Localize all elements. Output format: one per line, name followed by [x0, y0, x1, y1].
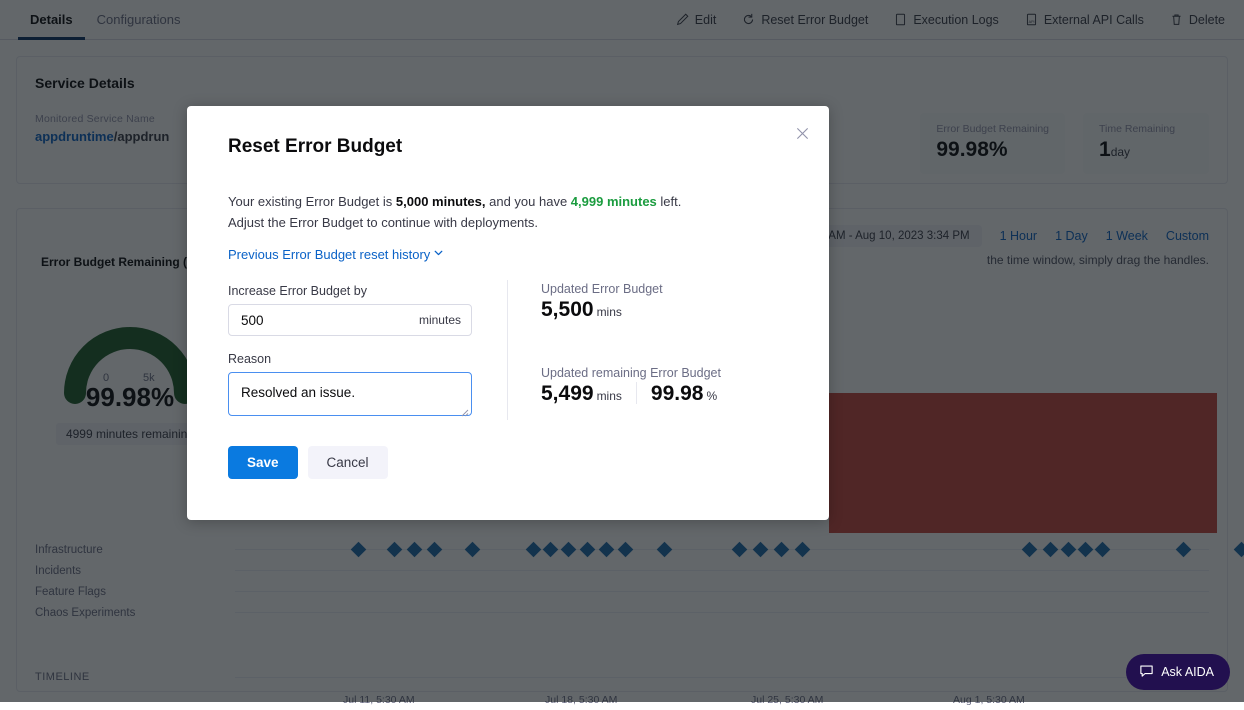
- reset-form: Increase Error Budget by minutes Reason: [228, 284, 472, 416]
- updated-remaining-number: 5,499: [541, 382, 594, 405]
- previous-reset-history-toggle[interactable]: Previous Error Budget reset history: [228, 246, 445, 262]
- updated-budget-label: Updated Error Budget: [541, 282, 721, 296]
- chevron-down-icon: [432, 246, 445, 262]
- dialog-divider: [507, 280, 508, 420]
- reset-error-budget-dialog: Reset Error Budget Your existing Error B…: [187, 106, 829, 520]
- updated-budget-unit: mins: [597, 305, 622, 319]
- ask-aida-label: Ask AIDA: [1161, 665, 1214, 679]
- increase-budget-unit: minutes: [419, 313, 461, 327]
- dialog-title: Reset Error Budget: [228, 136, 402, 158]
- ask-aida-button[interactable]: Ask AIDA: [1126, 654, 1230, 690]
- desc-suffix: left.: [657, 194, 682, 209]
- reason-label: Reason: [228, 352, 472, 366]
- remaining-budget-value: 4,999 minutes: [571, 194, 657, 209]
- summary-separator: [636, 382, 637, 404]
- existing-budget-value: 5,000 minutes,: [396, 194, 486, 209]
- save-button[interactable]: Save: [228, 446, 298, 479]
- updated-remaining-percent-unit: %: [706, 389, 717, 403]
- desc-line2: Adjust the Error Budget to continue with…: [228, 215, 538, 230]
- desc-prefix: Your existing Error Budget is: [228, 194, 396, 209]
- close-icon[interactable]: [791, 122, 813, 144]
- previous-reset-history-label: Previous Error Budget reset history: [228, 247, 430, 262]
- cancel-button[interactable]: Cancel: [308, 446, 388, 479]
- updated-remaining-percent-number: 99.98: [651, 382, 704, 405]
- updated-remaining-unit: mins: [597, 389, 622, 403]
- increase-budget-label: Increase Error Budget by: [228, 284, 472, 298]
- reason-field[interactable]: [228, 372, 472, 416]
- updated-remaining-label: Updated remaining Error Budget: [541, 366, 721, 380]
- dialog-description: Your existing Error Budget is 5,000 minu…: [228, 191, 789, 233]
- increase-budget-field[interactable]: minutes: [228, 304, 472, 336]
- reason-input[interactable]: [229, 373, 471, 415]
- updated-remaining-percent: 99.98%: [651, 382, 717, 406]
- dialog-actions: Save Cancel: [228, 446, 388, 479]
- chat-icon: [1139, 663, 1154, 681]
- desc-mid: and you have: [486, 194, 571, 209]
- updated-budget-number: 5,500: [541, 298, 594, 321]
